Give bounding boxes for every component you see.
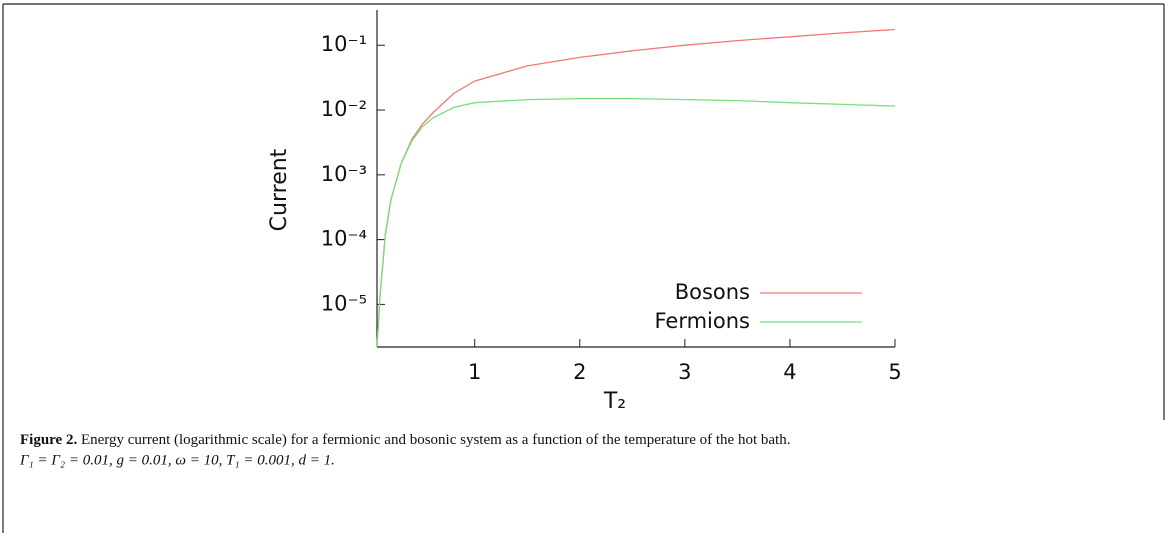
- legend-label: Fermions: [654, 309, 750, 333]
- caption-label: Figure 2.: [20, 432, 77, 448]
- y-tick-label: 10⁻⁴: [321, 227, 367, 251]
- legend-label: Bosons: [675, 280, 750, 304]
- series-line: [376, 97, 896, 348]
- y-axis-label: Current: [267, 148, 292, 231]
- frame: [2, 3, 1165, 533]
- x-axis-label: T₂: [603, 389, 626, 414]
- x-tick-label: 2: [573, 360, 586, 384]
- x-tick-label: 1: [468, 360, 481, 384]
- x-tick-label: 4: [783, 360, 796, 384]
- x-tick-label: 5: [888, 360, 901, 384]
- y-tick-label: 10⁻¹: [321, 32, 367, 56]
- caption-text: Energy current (logarithmic scale) for a…: [77, 432, 790, 448]
- y-tick-label: 10⁻²: [321, 97, 367, 121]
- caption: Figure 2. Energy current (logarithmic sc…: [20, 432, 790, 448]
- x-tick-label: 3: [678, 360, 691, 384]
- y-tick-label: 10⁻⁵: [321, 291, 367, 315]
- series-line: [376, 28, 896, 348]
- y-tick-label: 10⁻³: [321, 162, 367, 186]
- caption-params: Γ₁ = Γ₂ = 0.01, g = 0.01, ω = 10, T₁ = 0…: [19, 452, 335, 468]
